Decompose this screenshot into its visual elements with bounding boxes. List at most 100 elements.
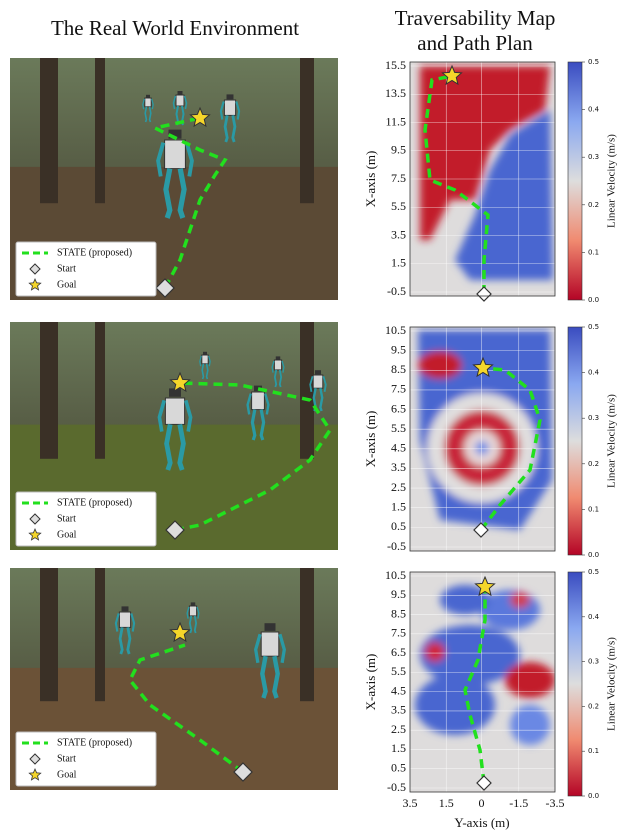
figure: The Real World Environment Traversabilit… <box>0 0 626 833</box>
legend-label: STATE (proposed) <box>57 737 132 748</box>
y-tick-label: 7.5 <box>391 382 406 396</box>
robot-torso <box>252 392 265 410</box>
y-tick-label: 2.5 <box>391 480 406 494</box>
region <box>415 675 495 735</box>
colorbar-tick-label: 0.4 <box>588 369 600 377</box>
y-tick-label: -0.5 <box>387 780 406 794</box>
colorbar-tick-label: 0.5 <box>588 323 599 331</box>
y-tick-label: 9.5 <box>391 587 406 601</box>
y-tick-label: 8.5 <box>391 606 406 620</box>
tree-trunk <box>95 322 105 459</box>
region <box>418 351 462 379</box>
robot-head <box>146 95 150 98</box>
x-tick-label: -1.5 <box>509 796 528 810</box>
robot-torso <box>119 612 130 627</box>
y-tick-label: 3.5 <box>391 703 406 717</box>
y-tick-label: 10.5 <box>385 568 406 582</box>
colorbar-tick-label: 0.1 <box>588 505 599 513</box>
legend-label: Goal <box>57 279 77 290</box>
robot-torso <box>274 360 281 370</box>
robot-head <box>276 356 281 359</box>
region <box>510 592 530 608</box>
photo: STATE (proposed) Start Goal <box>10 322 338 550</box>
colorbar-tick-label: 0.0 <box>588 792 599 800</box>
y-tick-label: 3.5 <box>391 460 406 474</box>
y-tick-label: 1.5 <box>391 499 406 513</box>
y-tick-label: 9.5 <box>391 342 406 356</box>
y-tick-label: 5.5 <box>391 199 406 213</box>
robot-head <box>227 94 234 99</box>
y-tick-label: 0.5 <box>391 760 406 774</box>
x-axis-label: Y-axis (m) <box>454 815 509 830</box>
y-tick-label: 7.5 <box>391 626 406 640</box>
right-title: Traversability Map <box>395 6 556 30</box>
x-tick-label: 1.5 <box>439 796 454 810</box>
y-tick-label: 10.5 <box>385 323 406 337</box>
y-tick-label: 1.5 <box>391 741 406 755</box>
colorbar-tick-label: 0.0 <box>588 296 599 304</box>
colorbar-tick-label: 0.2 <box>588 201 599 209</box>
legend-label: Goal <box>57 529 77 540</box>
y-axis-label: X-axis (m) <box>363 151 378 208</box>
y-tick-label: 11.5 <box>385 114 406 128</box>
legend-label: STATE (proposed) <box>57 247 132 258</box>
y-tick-label: 6.5 <box>391 645 406 659</box>
colorbar-tick-label: 0.3 <box>588 658 599 666</box>
left-title: The Real World Environment <box>51 16 299 40</box>
x-tick-label: 0 <box>479 796 485 810</box>
tree-trunk <box>95 568 105 701</box>
heat-blur <box>418 330 552 530</box>
colorbar <box>568 572 582 796</box>
robot-torso <box>202 355 208 364</box>
photo: STATE (proposed) Start Goal <box>10 58 338 300</box>
y-tick-label: 4.5 <box>391 683 406 697</box>
y-tick-label: 9.5 <box>391 143 406 157</box>
colorbar-tick-label: 0.5 <box>588 58 599 66</box>
tree-trunk <box>300 568 314 701</box>
colorbar-label: Linear Velocity (m/s) <box>606 134 618 228</box>
colorbar-tick-label: 0.1 <box>588 747 599 755</box>
colorbar-tick-label: 0.5 <box>588 568 599 576</box>
colorbar <box>568 327 582 555</box>
robot-torso <box>313 375 323 388</box>
legend-label: Start <box>57 263 76 274</box>
robot-torso <box>165 140 186 169</box>
x-tick-label: 3.5 <box>403 796 418 810</box>
robot-head <box>178 91 183 95</box>
y-tick-label: 5.5 <box>391 664 406 678</box>
colorbar-tick-label: 0.2 <box>588 460 599 468</box>
photo: STATE (proposed) Start Goal <box>10 568 338 790</box>
y-tick-label: -0.5 <box>387 284 406 298</box>
legend-label: Goal <box>57 769 77 780</box>
colorbar-tick-label: 0.4 <box>588 613 600 621</box>
robot-torso <box>224 100 235 115</box>
y-tick-label: 1.5 <box>391 256 406 270</box>
y-tick-label: 6.5 <box>391 401 406 415</box>
x-tick-label: -3.5 <box>546 796 565 810</box>
robot-torso <box>165 398 184 424</box>
tree-trunk <box>300 58 314 203</box>
colorbar-tick-label: 0.1 <box>588 248 599 256</box>
tree-trunk <box>40 58 58 203</box>
y-axis-label: X-axis (m) <box>363 654 378 711</box>
region <box>425 642 445 662</box>
tree-trunk <box>40 568 58 701</box>
right-title: and Path Plan <box>417 31 533 55</box>
y-tick-label: 2.5 <box>391 722 406 736</box>
robot-head <box>265 623 276 631</box>
colorbar-tick-label: 0.4 <box>588 106 600 114</box>
tree-trunk <box>40 322 58 459</box>
y-tick-label: 0.5 <box>391 519 406 533</box>
robot-head <box>191 602 196 605</box>
legend-label: Start <box>57 513 76 524</box>
colorbar-tick-label: 0.0 <box>588 551 599 559</box>
robot-torso <box>145 98 151 107</box>
legend-label: STATE (proposed) <box>57 497 132 508</box>
legend-label: Start <box>57 753 76 764</box>
robot-torso <box>189 606 196 616</box>
region <box>505 662 555 698</box>
colorbar <box>568 62 582 300</box>
y-tick-label: 8.5 <box>391 362 406 376</box>
y-tick-label: 13.5 <box>385 86 406 100</box>
colorbar-label: Linear Velocity (m/s) <box>606 394 618 488</box>
